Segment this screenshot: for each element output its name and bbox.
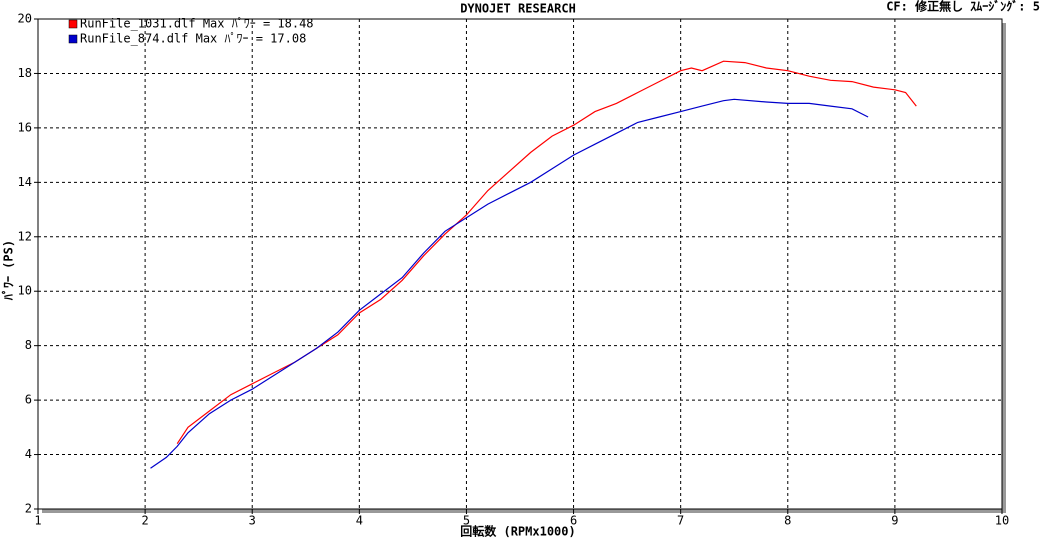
x-tick-label: 10 — [995, 514, 1009, 528]
y-tick-label: 16 — [18, 120, 32, 134]
x-axis-label: 回転数 (RPMx1000) — [460, 524, 575, 539]
x-tick-label: 8 — [784, 514, 791, 528]
line — [150, 98, 869, 469]
x-tick-label: 4 — [356, 514, 363, 528]
x-tick-label: 6 — [570, 514, 577, 528]
legend-swatch — [68, 34, 78, 44]
x-tick-label: 5 — [463, 514, 470, 528]
legend-label: RunFile_874.dlf Max ﾊﾟﾜｰ = 17.08 — [80, 32, 306, 46]
y-tick-label: 10 — [18, 284, 32, 298]
y-tick-label: 12 — [18, 229, 32, 243]
y-axis-label: ﾊﾟﾜｰ (PS) — [1, 240, 16, 301]
y-tick-label: 6 — [25, 393, 32, 407]
y-tick-label: 18 — [18, 66, 32, 80]
x-tick-label: 2 — [141, 514, 148, 528]
y-tick-label: 14 — [18, 175, 32, 189]
x-tick-label: 1 — [34, 514, 41, 528]
chart-title: DYNOJET RESEARCH — [460, 2, 576, 16]
x-tick-label: 3 — [249, 514, 256, 528]
subtitle: CF: 修正無し ｽﾑｰｼﾞﾝｸﾞ: 5 — [886, 0, 1040, 14]
y-tick-label: 4 — [25, 447, 32, 461]
legend-label: RunFile_1031.dlf Max ﾊﾟﾜｰ = 18.48 — [80, 17, 314, 31]
plot-area — [37, 18, 1003, 510]
x-tick-label: 9 — [891, 514, 898, 528]
y-tick-label: 2 — [25, 502, 32, 516]
y-tick-label: 8 — [25, 338, 32, 352]
y-tick-label: 20 — [18, 12, 32, 26]
x-tick-label: 7 — [677, 514, 684, 528]
legend-swatch — [68, 19, 78, 29]
